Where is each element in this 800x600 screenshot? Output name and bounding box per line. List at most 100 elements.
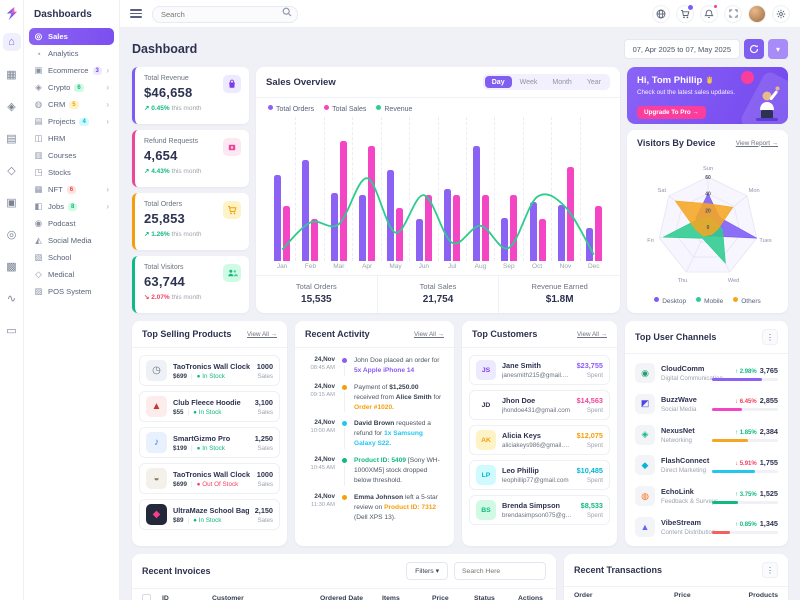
product-image: ◒ xyxy=(146,468,167,489)
sidebar-item-sales[interactable]: ◎ Sales xyxy=(29,28,114,45)
date-dropdown-button[interactable]: ▾ xyxy=(768,39,788,59)
fullscreen-button[interactable] xyxy=(724,4,742,23)
channel-category: Content Distribution xyxy=(661,528,716,536)
language-globe-button[interactable] xyxy=(652,4,670,23)
channel-row[interactable]: ◈ NexusNet Networking ↑ 1.85% 2,384 xyxy=(635,422,778,448)
bar-total-sales xyxy=(481,194,489,261)
product-row[interactable]: ▲ Club Fleece Hoodie $55 | ● In Stock 3,100 Sa… xyxy=(139,391,280,422)
sidebar-item-hrm[interactable]: ◫ HRM xyxy=(29,130,114,147)
customer-row[interactable]: JD Jhon Doe jhondoe431@gmail.com $14,563 Spe… xyxy=(469,390,610,420)
tab-month[interactable]: Month xyxy=(552,78,572,86)
refresh-button[interactable] xyxy=(744,39,764,59)
pages-icon[interactable]: ▤ xyxy=(6,132,17,145)
sidebar-item-crm[interactable]: ◍ CRM 5 › xyxy=(29,96,114,113)
upgrade-to-pro-button[interactable]: Upgrade To Pro → xyxy=(637,106,706,119)
channel-row[interactable]: ◆ FlashConnect Direct Marketing ↓ 5.91% 1,75… xyxy=(635,452,778,478)
timeline-dot xyxy=(342,358,347,363)
notifications-bell-button[interactable] xyxy=(700,3,718,23)
stat-card-total-orders: Total Orders 25,853 ↗ 1.26% this month xyxy=(132,193,249,250)
settings-gear-button[interactable] xyxy=(772,4,790,23)
view-all-link[interactable]: View All → xyxy=(247,330,277,338)
search-input[interactable] xyxy=(152,6,298,23)
bar-group-dec xyxy=(579,117,608,261)
channel-progress-fill xyxy=(712,377,762,381)
sidebar-item-analytics[interactable]: ◔ Analytics xyxy=(29,45,114,62)
user-avatar[interactable] xyxy=(748,4,766,23)
select-all-checkbox[interactable] xyxy=(142,594,151,600)
promo-illustration xyxy=(756,86,780,121)
channel-change: ↑ 1.85% xyxy=(735,430,757,437)
bar-total-orders xyxy=(472,145,480,261)
customer-row[interactable]: LP Leo Phillip leophillip77@gmail.com $10,4… xyxy=(469,460,610,490)
bar-total-sales xyxy=(396,207,404,261)
cart-button[interactable] xyxy=(676,3,694,23)
tab-year[interactable]: Year xyxy=(586,78,601,86)
channel-row[interactable]: ◉ CloudComm Digital Communication ↑ 2.98% 3,… xyxy=(635,360,778,386)
kebab-menu-button[interactable]: ⋮ xyxy=(762,562,778,578)
customer-row[interactable]: JS Jane Smith janesmith215@gmail.com $23,75… xyxy=(469,355,610,385)
svg-text:Tues: Tues xyxy=(759,238,771,244)
divider: | xyxy=(191,372,193,380)
gem-icon[interactable]: ◇ xyxy=(7,164,16,177)
sales-count: 1000 xyxy=(256,361,273,371)
channel-progress-fill xyxy=(712,531,731,535)
sidebar-item-social-media[interactable]: ◭ Social Media xyxy=(29,232,114,249)
customer-row[interactable]: BS Brenda Simpson brendasimpson075@gmail.c… xyxy=(469,495,610,525)
product-row[interactable]: ◷ TaoTronics Wall Clock $699 | ● In Stock 100… xyxy=(139,355,280,386)
sidebar-item-crypto[interactable]: ◈ Crypto 6 › xyxy=(29,79,114,96)
invoice-search-input[interactable] xyxy=(454,562,546,580)
channel-category: Social Media xyxy=(661,405,697,413)
sidebar-item-stocks[interactable]: ◳ Stocks xyxy=(29,164,114,181)
activity-item: 24,Nov 08:45 AM John Doe placed an order … xyxy=(310,356,440,376)
sidebar-item-medical[interactable]: ◇ Medical xyxy=(29,266,114,283)
product-row[interactable]: ◒ TaoTronics Wall Clock $699 | ● Out Of Stoc… xyxy=(139,463,280,494)
sidebar-item-pos-system[interactable]: ▨ POS System xyxy=(29,283,114,300)
x-tick: Sep xyxy=(503,263,515,270)
jobs-icon: ◧ xyxy=(34,201,43,211)
compass-icon[interactable]: ◎ xyxy=(6,228,17,241)
sidebar-item-nft[interactable]: ▦ NFT 6 › xyxy=(29,181,114,198)
customer-row[interactable]: AK Alicia Keys aliciakeys986@gmail.com $12,… xyxy=(469,425,610,455)
channel-name: FlashConnect xyxy=(661,456,710,466)
view-all-link[interactable]: View All → xyxy=(414,330,444,338)
channel-row[interactable]: ◩ BuzzWave Social Media ↓ 6.45% 2,855 xyxy=(635,391,778,417)
channel-logo: ◉ xyxy=(635,363,655,383)
stock-status: ● In Stock xyxy=(196,444,225,452)
product-row[interactable]: ◆ UltraMaze School Bag $89 | ● In Stock 2,150… xyxy=(139,499,280,530)
home-icon[interactable]: ⌂ xyxy=(2,33,21,51)
chart-icon[interactable]: ∿ xyxy=(6,292,17,305)
search-icon[interactable] xyxy=(282,7,292,17)
sidebar-item-projects[interactable]: ▤ Projects 4 › xyxy=(29,113,114,130)
date-range-picker[interactable]: 07, Apr 2025 to 07, May 2025 xyxy=(623,39,740,59)
bag-icon xyxy=(223,75,241,93)
tab-week[interactable]: Week xyxy=(519,78,538,86)
product-info: TaoTronics Wall Clock $699 | ● Out Of Stock xyxy=(173,470,251,488)
tab-day[interactable]: Day xyxy=(484,76,512,88)
filters-button[interactable]: Filters ▾ xyxy=(406,562,448,580)
sidebar-item-courses[interactable]: ▥ Courses xyxy=(29,147,114,164)
channel-progress xyxy=(712,469,778,473)
view-report-link[interactable]: View Report → xyxy=(735,139,778,147)
customer-info: Jane Smith janesmith215@gmail.com xyxy=(502,361,571,379)
wallet-icon[interactable]: ▭ xyxy=(6,324,17,337)
channel-row[interactable]: ◍ EchoLink Feedback & Surveys ↑ 3.75% 1,525 xyxy=(635,483,778,509)
bar-total-orders xyxy=(444,189,452,261)
apps-icon[interactable]: ▦ xyxy=(6,68,17,81)
bar-total-sales xyxy=(566,167,574,261)
promo-greeting: Hi, Tom Phillip xyxy=(637,75,703,86)
channel-row[interactable]: ▲ VibeStream Content Distribution ↑ 0.85% 1,… xyxy=(635,514,778,540)
bar-group-oct xyxy=(522,117,551,261)
media-icon[interactable]: ▩ xyxy=(6,260,17,273)
sidebar-item-school[interactable]: ▧ School xyxy=(29,249,114,266)
sidebar-item-podcast[interactable]: ◉ Podcast xyxy=(29,215,114,232)
hamburger-menu-icon[interactable] xyxy=(130,7,142,20)
product-row[interactable]: ♪ SmartGizmo Pro $199 | ● In Stock 1,250 Sales xyxy=(139,427,280,458)
kebab-menu-button[interactable]: ⋮ xyxy=(762,329,778,345)
podcast-icon: ◉ xyxy=(34,218,43,228)
sidebar-item-ecommerce[interactable]: ▣ Ecommerce 3 › xyxy=(29,62,114,79)
gift-icon[interactable]: ▣ xyxy=(6,196,17,209)
layers-icon[interactable]: ◈ xyxy=(7,100,16,113)
bar-group-mar xyxy=(323,117,352,261)
sidebar-item-jobs[interactable]: ◧ Jobs 8 › xyxy=(29,198,114,215)
view-all-link[interactable]: View All → xyxy=(577,330,607,338)
